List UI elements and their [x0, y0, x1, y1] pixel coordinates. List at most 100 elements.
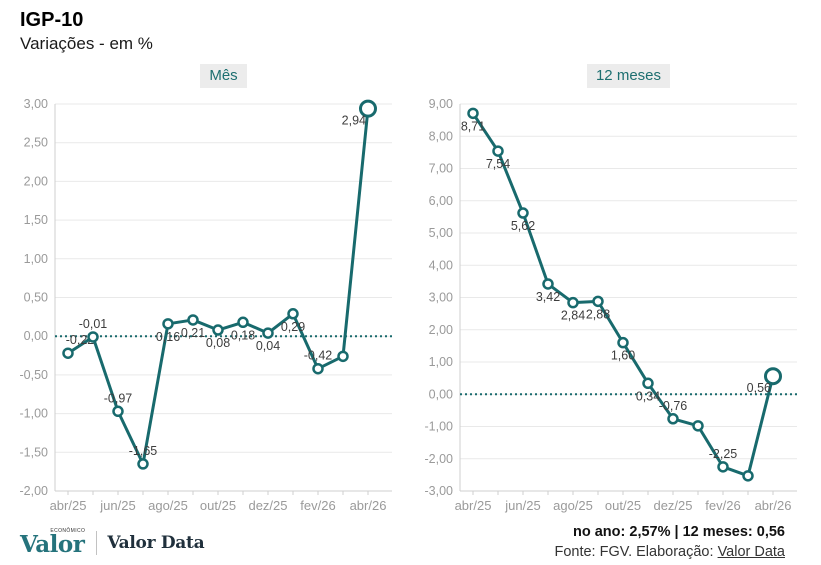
twelve-month-chart-title-badge: 12 meses — [460, 64, 797, 88]
twelve-month-chart-svg: 9,00 8,00 7,00 6,00 5,00 4,00 3,00 2,00 1,00 0,00… — [425, 97, 797, 513]
x-tick-label: abr/26 — [350, 498, 387, 513]
x-tick-label: out/25 — [605, 498, 641, 513]
valor-logo-super-text: ECONÔMICO — [50, 528, 86, 534]
valor-logo-mark: ECONÔMICO Valor — [20, 528, 86, 558]
data-point-label: 0,04 — [256, 339, 280, 353]
data-point-label: 0,18 — [231, 328, 255, 342]
month-chart-title-badge: Mês — [55, 64, 392, 88]
y-tick-label: 9,00 — [429, 97, 453, 111]
data-point-label: 0,56 — [747, 381, 771, 395]
x-tick-label: fev/26 — [705, 498, 740, 513]
source-prefix: Fonte: FGV. Elaboração: — [554, 544, 718, 561]
data-point-marker — [62, 347, 74, 359]
page-subtitle: Variações - em % — [20, 34, 153, 53]
data-point-marker — [542, 278, 554, 290]
data-point-label: 3,42 — [536, 290, 560, 304]
data-point-marker — [187, 314, 199, 326]
data-point-marker-latest — [764, 367, 782, 386]
data-point-marker — [312, 362, 324, 375]
x-tick-label: abr/25 — [455, 498, 492, 513]
y-tick-label: 3,00 — [24, 97, 48, 111]
y-tick-label: 7,00 — [429, 162, 453, 176]
y-tick-label: 1,00 — [429, 355, 453, 369]
data-point-marker — [617, 336, 629, 349]
data-point-label: 5,62 — [511, 219, 535, 233]
y-tick-label: 2,50 — [24, 136, 48, 150]
x-tick-label: dez/25 — [653, 498, 692, 513]
data-point-marker — [112, 405, 124, 418]
data-point-marker — [717, 461, 729, 473]
data-point-marker — [337, 350, 349, 363]
data-point-marker — [287, 308, 299, 320]
y-tick-label: 3,00 — [429, 291, 453, 305]
data-point-marker — [592, 295, 604, 308]
x-tick-label: abr/25 — [50, 498, 87, 513]
x-tick-label: ago/25 — [553, 498, 593, 513]
data-point-label: 0,21 — [181, 326, 205, 340]
logo-divider — [96, 530, 98, 555]
data-point-marker — [262, 327, 274, 339]
data-point-marker — [492, 145, 504, 157]
month-chart: Mês 3,00 2,50 2,00 1,50 1,00 0,50 0,00 -0,50 -1,… — [15, 64, 410, 514]
twelve-month-chart: 12 meses 9,00 8,00 7,00 6,00 5,00 4,00 3,00 2,0… — [420, 64, 815, 514]
page-title: IGP-10 — [20, 9, 84, 31]
y-tick-label: -1,00 — [20, 407, 49, 421]
data-point-marker — [467, 107, 479, 120]
y-tick-label: 8,00 — [429, 129, 453, 143]
valor-data-link[interactable]: Valor Data — [717, 544, 785, 561]
data-point-label: -0,97 — [104, 391, 133, 405]
data-point-label: 2,94 — [342, 114, 366, 128]
valor-logo-text: Valor — [20, 531, 85, 558]
data-point-label: 2,84 — [561, 309, 585, 323]
footer-notes: no ano: 2,57% | 12 meses: 0,56 Fonte: FG… — [554, 522, 785, 563]
series-line — [471, 111, 775, 478]
x-tick-label: dez/25 — [248, 498, 287, 513]
valor-economico-logo: ECONÔMICO Valor Valor Data — [20, 528, 205, 558]
x-tick-label: jun/25 — [99, 498, 135, 513]
data-point-label: 8,71 — [461, 119, 485, 133]
valor-data-logo-text: Valor Data — [107, 532, 205, 553]
data-point-label: 0,16 — [156, 330, 180, 344]
source-line: Fonte: FGV. Elaboração: Valor Data — [554, 542, 785, 562]
y-tick-label: -2,00 — [425, 452, 454, 466]
data-point-marker — [137, 458, 149, 470]
y-tick-label: -2,00 — [20, 484, 49, 498]
y-tick-label: -1,50 — [20, 445, 49, 459]
data-point-label: 0,08 — [206, 336, 230, 350]
footer: ECONÔMICO Valor Valor Data no ano: 2,57%… — [20, 522, 785, 563]
y-tick-label: -1,00 — [425, 420, 454, 434]
data-point-label: -0,01 — [79, 317, 108, 331]
y-tick-label: -3,00 — [425, 484, 454, 498]
data-point-marker-latest — [359, 99, 377, 118]
month-chart-title: Mês — [200, 64, 247, 88]
data-point-label: 2,88 — [586, 307, 610, 321]
x-tick-label: out/25 — [200, 498, 236, 513]
month-chart-svg: 3,00 2,50 2,00 1,50 1,00 0,50 0,00 -0,50 -1,00 -1… — [20, 97, 392, 513]
data-point-marker — [517, 207, 529, 219]
data-point-marker — [742, 470, 754, 482]
data-point-label: -0,42 — [304, 349, 333, 363]
y-tick-label: 0,50 — [24, 291, 48, 305]
twelve-month-chart-title: 12 meses — [586, 64, 671, 88]
data-point-marker — [212, 324, 224, 336]
chart-header: IGP-10 Variações - em % — [20, 8, 153, 56]
summary-values: no ano: 2,57% | 12 meses: 0,56 — [573, 524, 785, 540]
y-tick-label: 0,00 — [429, 387, 453, 401]
x-tick-label: fev/26 — [300, 498, 335, 513]
x-tick-label: abr/26 — [755, 498, 792, 513]
y-tick-label: 6,00 — [429, 194, 453, 208]
y-tick-label: 2,00 — [429, 323, 453, 337]
data-point-label: -1,65 — [129, 444, 158, 458]
y-tick-label: -0,50 — [20, 368, 49, 382]
y-tick-label: 1,00 — [24, 252, 48, 266]
y-tick-label: 0,00 — [24, 329, 48, 343]
data-point-marker — [162, 318, 174, 330]
data-point-label: 0,29 — [281, 320, 305, 334]
x-tick-label: jun/25 — [504, 498, 540, 513]
data-point-label: -0,76 — [659, 399, 688, 413]
data-point-label: 7,54 — [486, 157, 510, 171]
y-tick-label: 1,50 — [24, 213, 48, 227]
data-point-marker — [237, 316, 249, 329]
y-tick-label: 4,00 — [429, 258, 453, 272]
data-point-marker — [87, 331, 99, 343]
